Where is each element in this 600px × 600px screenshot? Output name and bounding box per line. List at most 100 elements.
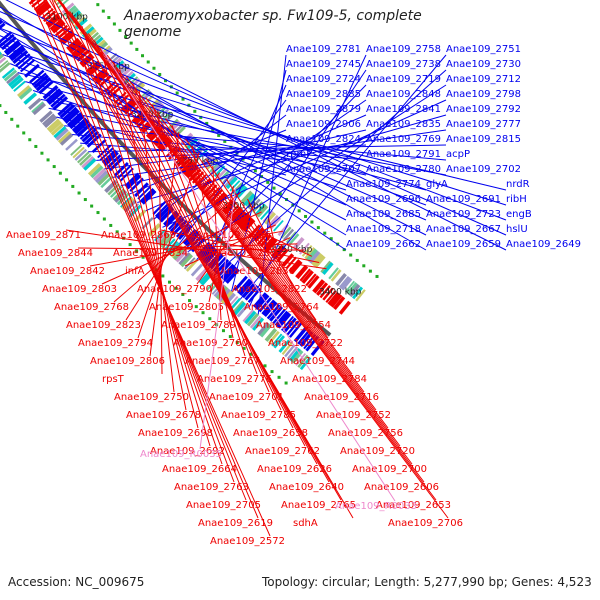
reverse-gene-label: Anae109_2821	[208, 248, 283, 259]
reverse-gene-label: Anae109_2754	[256, 320, 331, 331]
cog-feature	[355, 289, 366, 302]
gc-mark	[129, 41, 133, 45]
forward-gene-label: Anae109_2719	[366, 74, 441, 85]
reverse-gene-label: Anae109_2871	[6, 230, 81, 241]
reverse-gene-label: Anae109_2806	[90, 356, 165, 367]
cog-feature	[346, 282, 358, 295]
reverse-gene-label: Anae109_2664	[162, 464, 237, 475]
cog-feature	[282, 228, 295, 241]
label-leader-line	[185, 138, 329, 339]
gc-mark	[118, 28, 122, 32]
reverse-gene-label: Anae109_2706	[388, 518, 463, 529]
gc-mark	[167, 280, 171, 284]
forward-gene-arrow	[297, 329, 311, 345]
label-leader-line	[36, 0, 259, 519]
reverse-gene-label: Anae109_2763	[174, 482, 249, 493]
gc-mark	[112, 22, 116, 26]
gc-mark	[96, 3, 100, 7]
forward-gene-arrow	[99, 147, 115, 161]
gc-mark	[355, 258, 359, 262]
cog-feature	[281, 342, 293, 356]
reverse-gene-label: Anae109_2626	[257, 464, 332, 475]
reverse-gene-arrow	[295, 264, 309, 280]
cog-feature	[273, 219, 284, 232]
cog-feature	[290, 349, 304, 364]
reverse-gene-arrow	[288, 259, 300, 272]
reverse-gene-label: Anae109_2722	[268, 338, 343, 349]
reverse-gene-label: Anae109_2790	[137, 284, 212, 295]
gc-mark	[181, 292, 185, 296]
forward-gene-label: Anae109_2780	[366, 164, 441, 175]
label-leader-line	[165, 118, 341, 357]
reverse-gene-arrow	[327, 291, 340, 306]
cog-feature	[18, 87, 33, 100]
cog-feature	[233, 301, 247, 316]
forward-gene-label: hslU	[506, 224, 528, 235]
forward-gene-label: Anae109_2745	[286, 59, 361, 70]
reverse-gene-label: Anae109_2834	[113, 248, 188, 259]
label-leader-line	[125, 76, 365, 393]
reverse-gene-label: Anae109_2869	[101, 230, 176, 241]
forward-gene-label: Anae109_2691	[426, 194, 501, 205]
genes-label: Genes:	[511, 575, 554, 589]
cog-feature	[74, 148, 88, 161]
forward-gene-arrow	[9, 46, 26, 62]
label-leader-line	[77, 247, 305, 251]
gc-mark	[115, 230, 119, 234]
forward-gene-label: Anae109_2769	[366, 134, 441, 145]
forward-gene-arrow	[282, 317, 297, 334]
label-leader-line	[132, 83, 270, 393]
label-leader-line	[119, 69, 187, 411]
reverse-gene-arrow	[231, 208, 245, 223]
reverse-gene-label: Anae109_2744	[280, 356, 355, 367]
gc-mark	[316, 226, 320, 230]
cog-feature	[288, 233, 300, 246]
reverse-gene-arrow	[316, 282, 329, 296]
gc-mark	[96, 211, 100, 215]
reverse-gene-label: Anae109_2768	[54, 302, 129, 313]
label-leader-line	[48, 107, 367, 176]
forward-gene-arrow	[45, 88, 61, 103]
cog-feature	[271, 333, 283, 347]
cog-feature	[6, 72, 20, 85]
cog-feature	[297, 354, 309, 368]
cog-feature	[304, 247, 316, 260]
cog-feature	[235, 186, 248, 199]
reverse-gene-arrow	[271, 244, 283, 258]
label-leader-line	[151, 104, 258, 375]
forward-gene-arrow	[29, 69, 45, 84]
cog-feature	[278, 339, 291, 353]
gc-mark	[107, 16, 111, 20]
gc-mark	[235, 340, 239, 344]
reverse-gene-label: Anae109_2785	[221, 410, 296, 421]
cog-feature	[185, 259, 198, 272]
label-leader-line	[58, 0, 413, 465]
label-leader-line	[247, 198, 293, 285]
forward-gene-arrow	[125, 174, 142, 190]
cog-feature	[53, 125, 67, 139]
cog-feature	[163, 238, 176, 251]
cog-feature	[257, 321, 270, 336]
cog-feature	[127, 203, 140, 215]
topology-value: circular	[321, 575, 367, 589]
label-leader-line	[93, 40, 294, 429]
gc-mark	[187, 103, 191, 107]
cog-feature	[10, 77, 24, 90]
gc-mark	[135, 47, 139, 51]
label-leader-line	[0, 35, 427, 221]
gc-mark	[270, 370, 274, 374]
forward-gene-arrow	[288, 322, 303, 338]
forward-gene-arrow	[66, 112, 83, 127]
accession-label: Accession:	[8, 575, 72, 589]
reverse-gene-arrow	[312, 279, 326, 294]
gc-mark	[52, 165, 56, 169]
label-leader-line	[191, 145, 234, 339]
forward-gene-label: glyA	[426, 179, 448, 190]
gc-mark	[65, 178, 69, 182]
reverse-gene-label: Anae109_2784	[292, 374, 367, 385]
gc-mark	[28, 138, 32, 142]
gc-mark	[175, 91, 179, 95]
label-leader-line	[231, 69, 287, 292]
cog-feature	[87, 163, 102, 176]
genes-value: 4,523	[557, 575, 592, 589]
